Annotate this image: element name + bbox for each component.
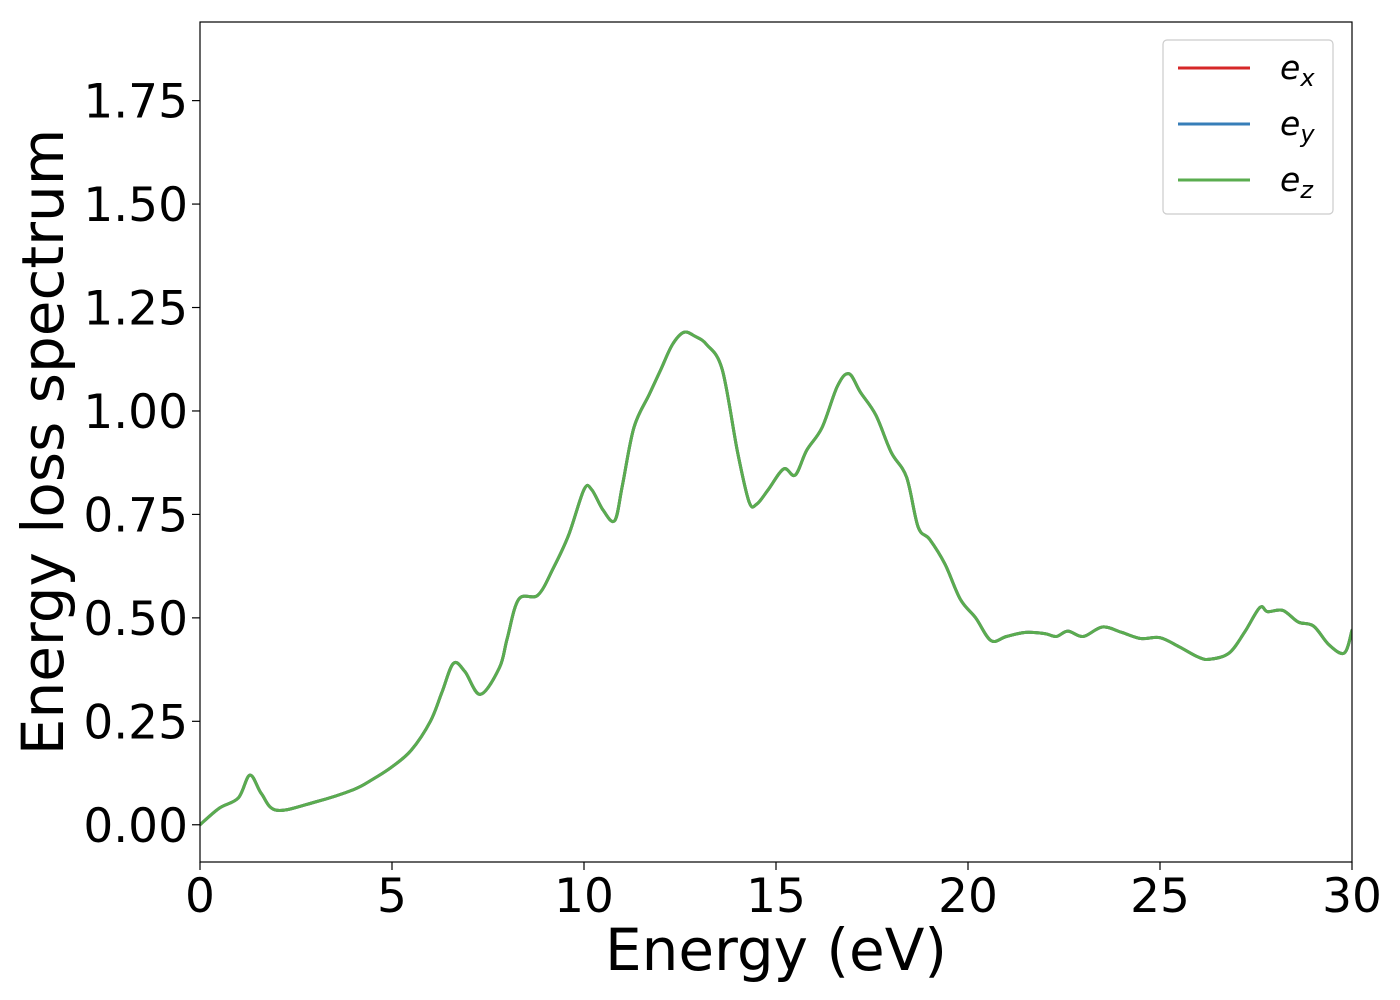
series-line-z xyxy=(200,330,1352,827)
legend: ex ey ez xyxy=(1162,39,1334,215)
x-tick-label: 30 xyxy=(1322,869,1382,924)
y-axis: 0.00 0.25 0.50 0.75 1.00 1.25 1.50 1.75 xyxy=(83,75,200,854)
y-tick-label: 0.50 xyxy=(83,592,188,647)
y-tick-label: 1.50 xyxy=(83,178,188,233)
y-tick-label: 0.00 xyxy=(83,799,188,854)
x-tick-label: 15 xyxy=(746,869,806,924)
y-tick-label: 0.75 xyxy=(83,488,188,543)
legend-label-x: ex xyxy=(1280,48,1315,92)
x-tick-label: 10 xyxy=(554,869,614,924)
legend-label-z: ez xyxy=(1280,160,1314,204)
x-tick-label: 0 xyxy=(185,869,215,924)
legend-frame xyxy=(1162,39,1334,215)
y-tick-label: 0.25 xyxy=(83,695,188,750)
y-tick-label: 1.75 xyxy=(83,75,188,130)
legend-label-y: ey xyxy=(1280,104,1315,148)
x-axis-title: Energy (eV) xyxy=(605,916,947,984)
y-axis-title: Energy loss spectrum xyxy=(9,129,77,755)
x-tick-label: 25 xyxy=(1130,869,1190,924)
series-layer xyxy=(200,330,1352,827)
y-tick-label: 1.25 xyxy=(83,282,188,337)
x-tick-label: 5 xyxy=(377,869,407,924)
x-tick-label: 20 xyxy=(938,869,998,924)
y-tick-label: 1.00 xyxy=(83,385,188,440)
x-axis: 0 5 10 15 20 25 30 xyxy=(185,862,1382,924)
